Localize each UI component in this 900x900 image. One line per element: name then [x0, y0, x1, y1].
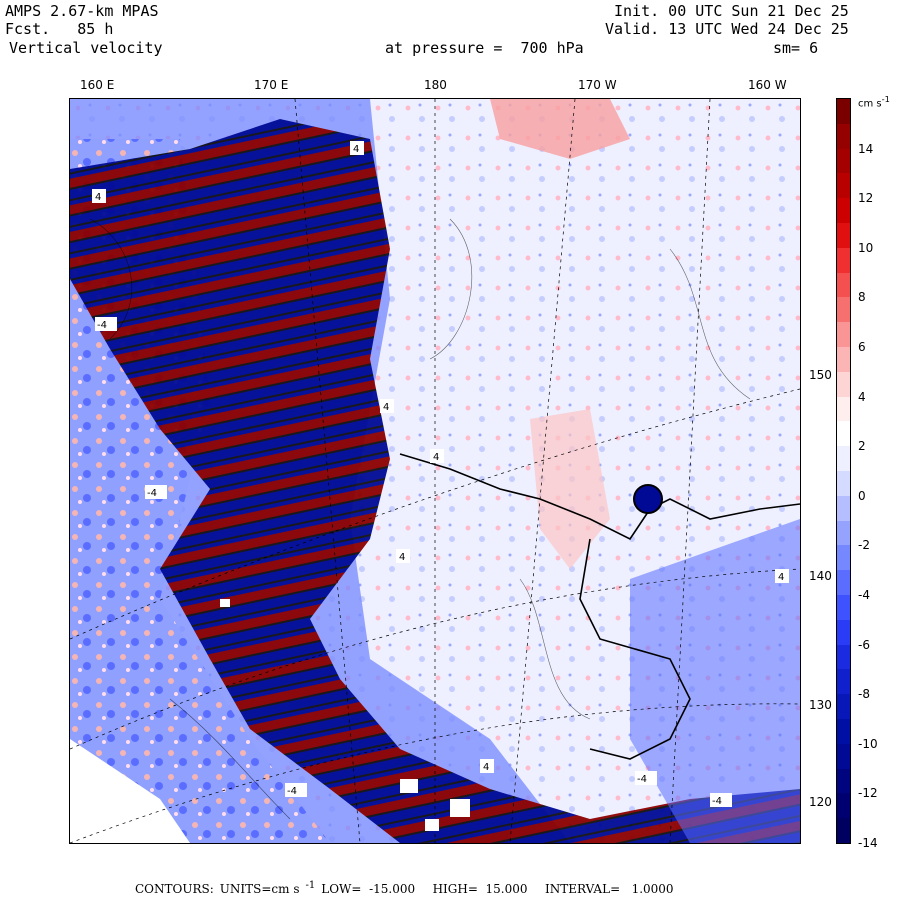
colorbar-segment — [837, 99, 850, 125]
downdraft-region-east — [630, 519, 800, 843]
field-name: Vertical velocity — [9, 39, 163, 57]
valid-time: Valid. 13 UTC Wed 24 Dec 25 — [605, 20, 849, 38]
lon-label-160e: 160 E — [80, 78, 115, 92]
missing-data-patches — [220, 599, 470, 831]
colorbar-tick-label: 12 — [858, 191, 874, 206]
contour-label: -4 — [637, 774, 647, 785]
colorbar-segment — [837, 694, 850, 720]
colorbar-segment — [837, 719, 850, 745]
contour-label: 4 — [95, 192, 101, 203]
colorbar-tick-label: 6 — [858, 340, 866, 354]
colorbar-segment — [837, 669, 850, 695]
colorbar-segment — [837, 570, 850, 596]
updraft-patch-center — [530, 409, 610, 569]
colorbar-segment — [837, 347, 850, 373]
dark-cell — [633, 484, 663, 514]
colorbar-tick-label: 0 — [858, 488, 866, 503]
colorbar-tick-label: -14 — [858, 836, 878, 850]
colorbar-segment — [837, 223, 850, 249]
colorbar-unit: cm s-1 — [858, 94, 890, 110]
contour-label: 4 — [399, 552, 405, 563]
colorbar-segment — [837, 297, 850, 323]
contour-label: 4 — [383, 402, 389, 413]
colorbar-segment — [837, 743, 850, 770]
convective-band — [70, 119, 800, 843]
forecast-hour: Fcst. 85 h — [5, 20, 114, 38]
lon-label-160w: 160 W — [748, 78, 787, 92]
colorbar-tick-label: -4 — [858, 588, 870, 602]
colorbar-tick-label: -10 — [858, 736, 878, 751]
colorbar-segment — [837, 322, 850, 348]
contour-label: 4 — [483, 762, 489, 773]
colorbar-segment — [837, 619, 850, 646]
contour-label: 4 — [778, 572, 784, 583]
colorbar-segment — [837, 768, 850, 794]
colorbar-tick-label: -8 — [858, 687, 870, 702]
lon-label-170w: 170 W — [578, 78, 617, 92]
colorbar-tick-label: 2 — [858, 439, 866, 454]
contour-label: 4 — [433, 452, 439, 463]
pressure-level: at pressure = 700 hPa — [385, 39, 584, 57]
colorbar-tick-label: 14 — [858, 141, 874, 156]
colorbar-segment — [837, 793, 850, 819]
colorbar-segment — [837, 446, 850, 472]
lon-label-170e: 170 E — [254, 78, 289, 92]
colorbar-segment — [837, 272, 850, 298]
contour-label: -4 — [97, 320, 107, 331]
colorbar-segment — [837, 148, 850, 174]
colorbar-segment — [837, 644, 850, 670]
colorbar — [836, 98, 851, 844]
colorbar-segment — [837, 123, 850, 150]
no-data-region — [70, 739, 190, 843]
colorbar-segment — [837, 595, 850, 621]
graticule — [70, 99, 800, 843]
colorbar-segment — [837, 421, 850, 447]
contour-label: -4 — [287, 786, 297, 797]
contour-label: 4 — [353, 144, 359, 155]
colorbar-segment — [837, 198, 850, 224]
colorbar-tick-label: 4 — [858, 389, 866, 404]
colorbar-tick-label: -6 — [858, 637, 870, 652]
contour-label: -4 — [712, 796, 722, 807]
colorbar-tick-label: 10 — [858, 240, 874, 255]
coastline — [399, 453, 800, 760]
colorbar-tick-label: -12 — [858, 786, 878, 801]
colorbar-segment — [837, 495, 850, 522]
colorbar-segment — [837, 471, 850, 497]
smoothing: sm= 6 — [773, 39, 819, 57]
lon-label-180: 180 — [424, 78, 447, 92]
colorbar-segment — [837, 247, 850, 274]
vertical-velocity-map: 4 4 4 4 4 4 4 -4 -4 -4 -4 -4 — [69, 98, 801, 844]
colorbar-tick-label: -2 — [858, 538, 870, 553]
colorbar-segment — [837, 396, 850, 422]
colorbar-segment — [837, 818, 850, 844]
init-time: Init. 00 UTC Sun 21 Dec 25 — [614, 2, 849, 20]
colorbar-tick-label: 8 — [858, 290, 866, 305]
contour-lines — [89, 218, 751, 820]
colorbar-segment — [837, 545, 850, 571]
model-title: AMPS 2.67-km MPAS — [5, 2, 159, 20]
colorbar-segment — [837, 371, 850, 398]
contour-label: -4 — [147, 488, 157, 499]
updraft-patch-north — [490, 99, 630, 159]
contour-labels: 4 4 4 4 4 4 4 -4 -4 -4 -4 -4 — [92, 141, 789, 807]
contour-info: CONTOURS: UNITS=cm s -1 LOW= -15.000 HIGH= … — [135, 880, 674, 896]
colorbar-segment — [837, 173, 850, 199]
colorbar-segment — [837, 520, 850, 546]
